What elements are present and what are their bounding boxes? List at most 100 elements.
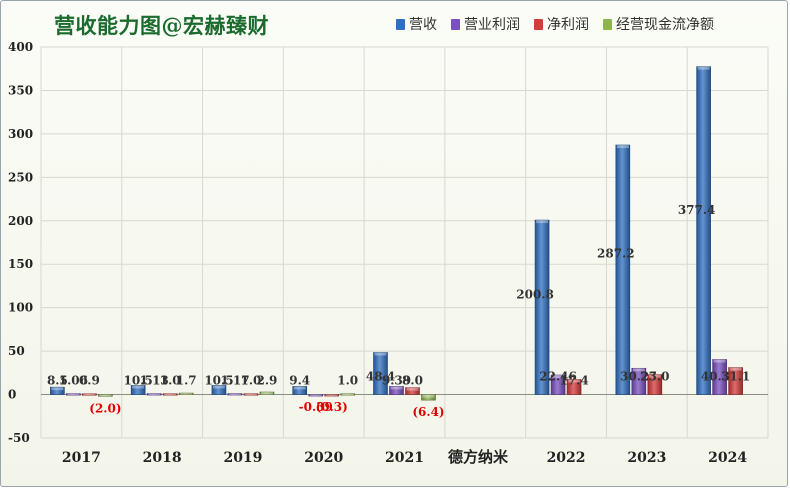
bar-highlight bbox=[244, 393, 257, 396]
y-tick-label: 300 bbox=[8, 127, 33, 141]
bar-highlight bbox=[51, 387, 64, 391]
legend-item: 营收 bbox=[396, 14, 437, 34]
data-label: 0.9 bbox=[79, 374, 100, 388]
bar bbox=[130, 385, 146, 395]
data-label: 1.0 bbox=[337, 374, 358, 388]
bar-highlight bbox=[260, 392, 273, 395]
bar-highlight bbox=[616, 145, 629, 149]
bar bbox=[82, 393, 97, 396]
data-label: 17.4 bbox=[559, 374, 588, 388]
y-tick-label: 150 bbox=[8, 257, 33, 271]
data-label: 9.39 bbox=[382, 374, 411, 388]
bar bbox=[728, 367, 743, 395]
bar-highlight bbox=[148, 393, 161, 396]
data-label: 1.7 bbox=[176, 374, 197, 388]
bar bbox=[534, 219, 550, 395]
bar-highlight bbox=[132, 385, 145, 389]
bar-highlight bbox=[67, 393, 80, 396]
bar bbox=[98, 394, 113, 397]
legend: 营收 营业利润 净利润 经营现金流净额 bbox=[396, 14, 714, 34]
bar-highlight bbox=[374, 352, 387, 356]
legend-swatch bbox=[603, 18, 612, 30]
bar-highlight bbox=[341, 393, 354, 396]
bar bbox=[227, 393, 243, 396]
bar bbox=[308, 394, 324, 397]
bar-highlight bbox=[212, 385, 225, 389]
bar bbox=[550, 374, 566, 395]
data-label: 1.13 bbox=[140, 374, 169, 388]
bar-highlight bbox=[180, 393, 193, 395]
bar bbox=[162, 393, 178, 396]
data-label: (2.0) bbox=[89, 401, 121, 415]
bar bbox=[421, 394, 436, 401]
y-tick-label: 200 bbox=[8, 214, 33, 228]
data-label: 8.5 bbox=[47, 374, 68, 388]
chart-title: 营收能力图@宏赫臻财 bbox=[54, 13, 269, 38]
bar bbox=[178, 392, 194, 395]
data-label: 10.5 bbox=[124, 374, 153, 388]
data-label: 10.5 bbox=[204, 374, 233, 388]
bar-highlight bbox=[228, 393, 241, 396]
data-label: 1.17 bbox=[220, 374, 249, 388]
bar bbox=[50, 386, 65, 395]
bar bbox=[631, 367, 647, 395]
data-label: 1.06 bbox=[59, 374, 88, 388]
legend-label: 营收 bbox=[409, 17, 437, 33]
bar bbox=[389, 386, 404, 395]
bar bbox=[615, 144, 631, 395]
bar bbox=[292, 386, 308, 395]
bar bbox=[146, 393, 162, 396]
legend-item: 营业利润 bbox=[451, 14, 520, 34]
bar-highlight bbox=[406, 387, 419, 391]
legend-label: 经营现金流净额 bbox=[616, 17, 714, 33]
data-label: 31.1 bbox=[721, 370, 750, 384]
data-label: 23.0 bbox=[640, 370, 669, 384]
x-tick-label: 2020 bbox=[304, 450, 343, 466]
bar-highlight bbox=[552, 375, 565, 379]
bar bbox=[405, 387, 420, 395]
data-label: 377.4 bbox=[678, 203, 716, 217]
x-tick-label: 2024 bbox=[708, 450, 747, 466]
y-tick-label: 100 bbox=[8, 301, 33, 315]
data-label: 8.0 bbox=[402, 374, 423, 388]
data-label: 2.9 bbox=[256, 374, 277, 388]
legend-swatch bbox=[534, 18, 543, 30]
data-label: -0.39 bbox=[299, 400, 333, 414]
bar-highlight bbox=[568, 379, 581, 383]
bar-highlight bbox=[309, 394, 322, 397]
data-label: 1.0 bbox=[160, 374, 181, 388]
legend-swatch bbox=[396, 18, 405, 30]
bar-highlight bbox=[632, 368, 645, 372]
x-tick-label: 2019 bbox=[223, 450, 262, 466]
data-label: 1.0 bbox=[240, 374, 261, 388]
legend-label: 净利润 bbox=[547, 17, 589, 33]
bar bbox=[373, 352, 388, 395]
bar-highlight bbox=[83, 393, 96, 396]
bar-highlight bbox=[390, 386, 403, 390]
legend-item: 经营现金流净额 bbox=[603, 14, 714, 34]
data-label: 287.2 bbox=[597, 246, 635, 260]
bar bbox=[211, 385, 227, 395]
y-tick-label: 0 bbox=[8, 388, 16, 402]
y-tick-label: 350 bbox=[8, 83, 33, 97]
y-tick-label: 250 bbox=[8, 170, 33, 184]
x-tick-label: 2017 bbox=[62, 450, 101, 466]
bar bbox=[340, 393, 356, 396]
bar-highlight bbox=[536, 220, 549, 224]
bar bbox=[243, 393, 259, 396]
bar bbox=[647, 374, 663, 395]
bar-highlight bbox=[422, 394, 435, 398]
y-tick-label: 50 bbox=[8, 344, 25, 358]
bar bbox=[566, 379, 582, 395]
data-label: 48.4 bbox=[366, 370, 395, 384]
bar-highlight bbox=[648, 374, 661, 378]
y-tick-label: -50 bbox=[8, 431, 30, 445]
bar-highlight bbox=[729, 367, 742, 371]
x-tick-label: 2022 bbox=[547, 450, 586, 466]
bar-highlight bbox=[293, 386, 306, 390]
bar bbox=[259, 391, 275, 395]
bar bbox=[696, 66, 711, 395]
legend-label: 营业利润 bbox=[464, 17, 520, 33]
